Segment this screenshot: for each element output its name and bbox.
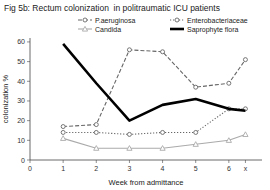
x-tick [195, 160, 196, 163]
x-tick-label: 0 [28, 165, 32, 172]
legend-label: Saprophyte flora [187, 26, 238, 34]
series-marker [61, 136, 66, 141]
y-tick-label: 0 [21, 157, 25, 164]
x-tick [245, 160, 246, 163]
y-axis-label: colonization % [1, 74, 10, 123]
series-marker [94, 130, 98, 134]
legend-swatch [170, 28, 184, 31]
x-tick [228, 160, 229, 163]
y-tick-label: 20 [17, 117, 25, 124]
x-tick-label: 4 [161, 165, 165, 172]
series-marker [94, 146, 99, 151]
series-line [63, 50, 245, 127]
series-marker [243, 58, 247, 62]
x-axis [30, 160, 262, 161]
legend-label: Candida [95, 26, 121, 33]
x-tick [129, 160, 130, 163]
series-line [63, 44, 245, 121]
legend: P.aeruginosa Enterobacteriaceae Candida Sap… [78, 17, 248, 34]
y-tick [27, 120, 30, 121]
y-tick-label: 10 [17, 137, 25, 144]
series-marker [160, 146, 165, 151]
y-axis [30, 38, 31, 160]
x-axis-label: Week from admittance [109, 178, 184, 187]
series-marker [127, 48, 131, 52]
y-tick [27, 100, 30, 101]
series-marker [127, 132, 131, 136]
legend-marker [83, 18, 87, 22]
x-tick-label: 2 [94, 165, 98, 172]
y-tick [27, 41, 30, 42]
y-tick-label: 30 [17, 97, 25, 104]
y-tick-label: 40 [17, 78, 25, 85]
y-tick-label: 60 [17, 38, 25, 45]
series-marker [194, 130, 198, 134]
x-tick [96, 160, 97, 163]
series-marker [161, 130, 165, 134]
x-tick [30, 160, 31, 163]
x-tick-label: 1 [61, 165, 65, 172]
series-marker [61, 130, 65, 134]
legend-marker [82, 26, 87, 31]
x-tick [162, 160, 163, 163]
x-tick-label: 5 [194, 165, 198, 172]
plot-area [61, 44, 248, 150]
series-marker [94, 123, 98, 127]
chart: Fig 5b: Rectum colonization in politraum… [0, 0, 270, 190]
series-marker [194, 85, 198, 89]
series-marker [61, 125, 65, 129]
series-marker [127, 146, 132, 151]
legend-label: P.aeruginosa [95, 17, 135, 25]
series-marker [193, 142, 198, 147]
y-tick [27, 140, 30, 141]
y-tick-label: 50 [17, 58, 25, 65]
series-marker [226, 138, 231, 143]
x-tick-label: 6 [227, 165, 231, 172]
x-tick [63, 160, 64, 163]
y-tick [27, 160, 30, 161]
x-tick-label: x [244, 165, 248, 172]
series-marker [243, 132, 248, 137]
series-marker [227, 81, 231, 85]
x-tick-label: 3 [127, 165, 131, 172]
series-marker [161, 50, 165, 54]
y-tick [27, 61, 30, 62]
series-line [63, 134, 245, 148]
legend-label: Enterobacteriaceae [187, 17, 248, 24]
legend-marker [175, 18, 179, 22]
title: Fig 5b: Rectum colonization in politraum… [4, 3, 220, 13]
series-line [63, 109, 245, 135]
y-tick [27, 81, 30, 82]
